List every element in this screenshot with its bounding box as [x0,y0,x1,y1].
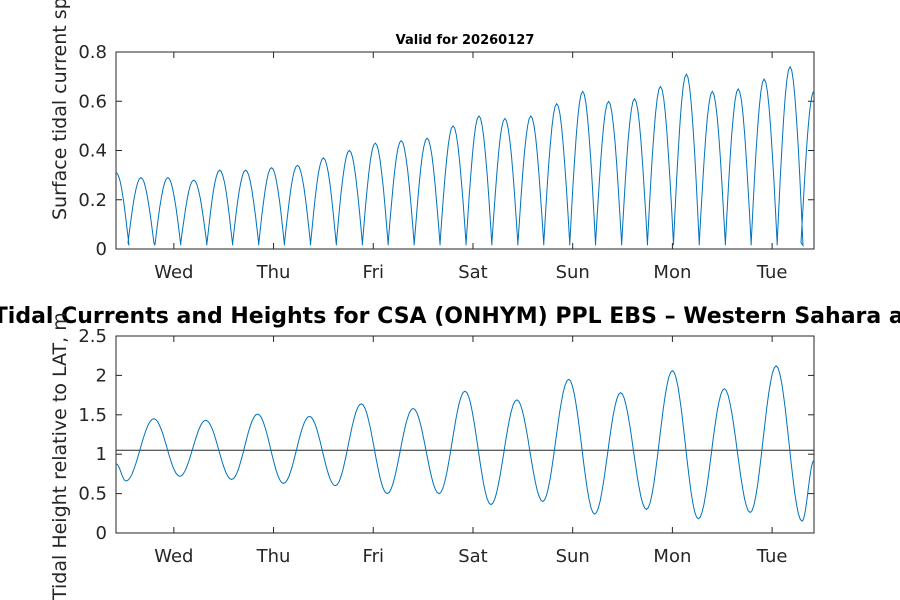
current-speed-x-tick-label: Mon [653,262,691,283]
tidal-height-y-tick-label: 1.5 [78,405,107,426]
current-speed-series-line [115,65,815,247]
current-speed-y-ticks: 0 0.2 0.4 0.6 0.8 [78,42,814,260]
tidal-height-x-tick-label: Mon [653,546,691,567]
current-speed-y-tick-label: 0.6 [78,91,107,112]
current-speed-x-tick-label: Fri [363,262,384,283]
tidal-height-x-tick-label: Sat [458,546,488,567]
current-speed-x-tick-label: Sat [458,262,488,283]
current-speed-chart: 0 0.2 0.4 0.6 0.8 Wed Thu Fri Sat Sun Mon Tue Vali… [49,0,815,283]
tidal-height-y-ticks: 0 0.5 1 1.5 2 2.5 [78,326,814,544]
tidal-height-y-tick-label: 0.5 [78,484,107,505]
tidal-height-y-tick-label: 2 [96,365,107,386]
current-speed-x-tick-label: Tue [756,262,788,283]
tidal-height-x-tick-label: Fri [363,546,384,567]
tidal-height-chart-title: Tidal Currents and Heights for CSA (ONHY… [0,304,900,329]
current-speed-x-tick-label: Thu [256,262,291,283]
current-speed-y-tick-label: 0 [96,239,107,260]
tidal-height-y-tick-label: 1 [96,444,107,465]
tidal-height-x-tick-label: Sun [556,546,590,567]
tidal-height-x-tick-label: Wed [154,546,193,567]
current-speed-y-tick-label: 0.8 [78,42,107,63]
current-speed-axes-box [115,51,815,250]
tidal-height-axes-box [115,335,815,534]
tidal-height-x-tick-label: Tue [756,546,788,567]
tidal-height-y-tick-label: 0 [96,523,107,544]
tidal-height-y-label: Tidal Height relative to LAT, m [49,312,71,600]
tidal-height-y-tick-label: 2.5 [78,326,107,347]
current-speed-x-tick-label: Sun [556,262,590,283]
current-speed-y-label: Surface tidal current speed, kn [49,0,71,220]
current-speed-y-tick-label: 0.2 [78,190,107,211]
current-speed-chart-title: Valid for 20260127 [396,33,535,48]
tidal-height-x-tick-label: Thu [256,546,291,567]
current-speed-x-ticks: Wed Thu Fri Sat Sun Mon Tue [154,52,787,283]
current-speed-x-tick-label: Wed [154,262,193,283]
tidal-height-chart: 0 0.5 1 1.5 2 2.5 Wed Thu Fri Sat Sun Mon Tue Tidal… [0,304,900,600]
current-speed-y-tick-label: 0.4 [78,141,107,162]
tidal-height-series-line [115,365,815,522]
tidal-height-x-ticks: Wed Thu Fri Sat Sun Mon Tue [154,336,787,567]
